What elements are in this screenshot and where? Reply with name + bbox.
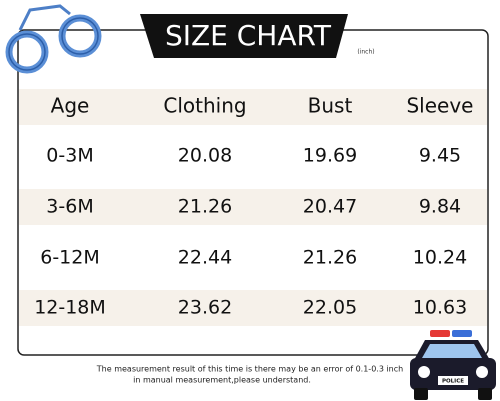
cell: 22.44 [178, 247, 232, 269]
cell: 0-3M [46, 145, 93, 167]
column-header: Bust [308, 94, 353, 118]
cell: 20.47 [303, 196, 357, 218]
cell: 21.26 [178, 196, 232, 218]
cell: 22.05 [303, 297, 357, 319]
car-label: POLICE [442, 379, 464, 385]
cell: 20.08 [178, 145, 232, 167]
handcuffs-icon [5, 4, 102, 74]
row-bg [19, 290, 487, 326]
cell: 12-18M [34, 297, 106, 319]
police-car-icon: POLICE [410, 330, 496, 400]
cell: 9.84 [419, 196, 461, 218]
column-header: Age [51, 94, 90, 118]
unit: (inch) [357, 49, 374, 56]
title-banner [140, 14, 348, 58]
cell: 10.63 [413, 297, 467, 319]
column-header: Clothing [163, 94, 246, 118]
note-line: in manual measurement,please understand. [133, 376, 311, 385]
cell: 9.45 [419, 145, 461, 167]
cell: 3-6M [46, 196, 93, 218]
title: SIZE CHART [165, 19, 332, 52]
column-header: Sleeve [406, 94, 473, 118]
table: Age Clothing Bust Sleeve 0-3M 20.08 19.69 9.45 3… [19, 89, 487, 326]
row-bg [19, 189, 487, 225]
cell: 23.62 [178, 297, 232, 319]
cell: 19.69 [303, 145, 357, 167]
note-line: The measurement result of this time is t… [96, 365, 403, 374]
header-row-bg [19, 89, 487, 125]
cell: 10.24 [413, 247, 467, 269]
cell: 21.26 [303, 247, 357, 269]
cell: 6-12M [40, 247, 100, 269]
